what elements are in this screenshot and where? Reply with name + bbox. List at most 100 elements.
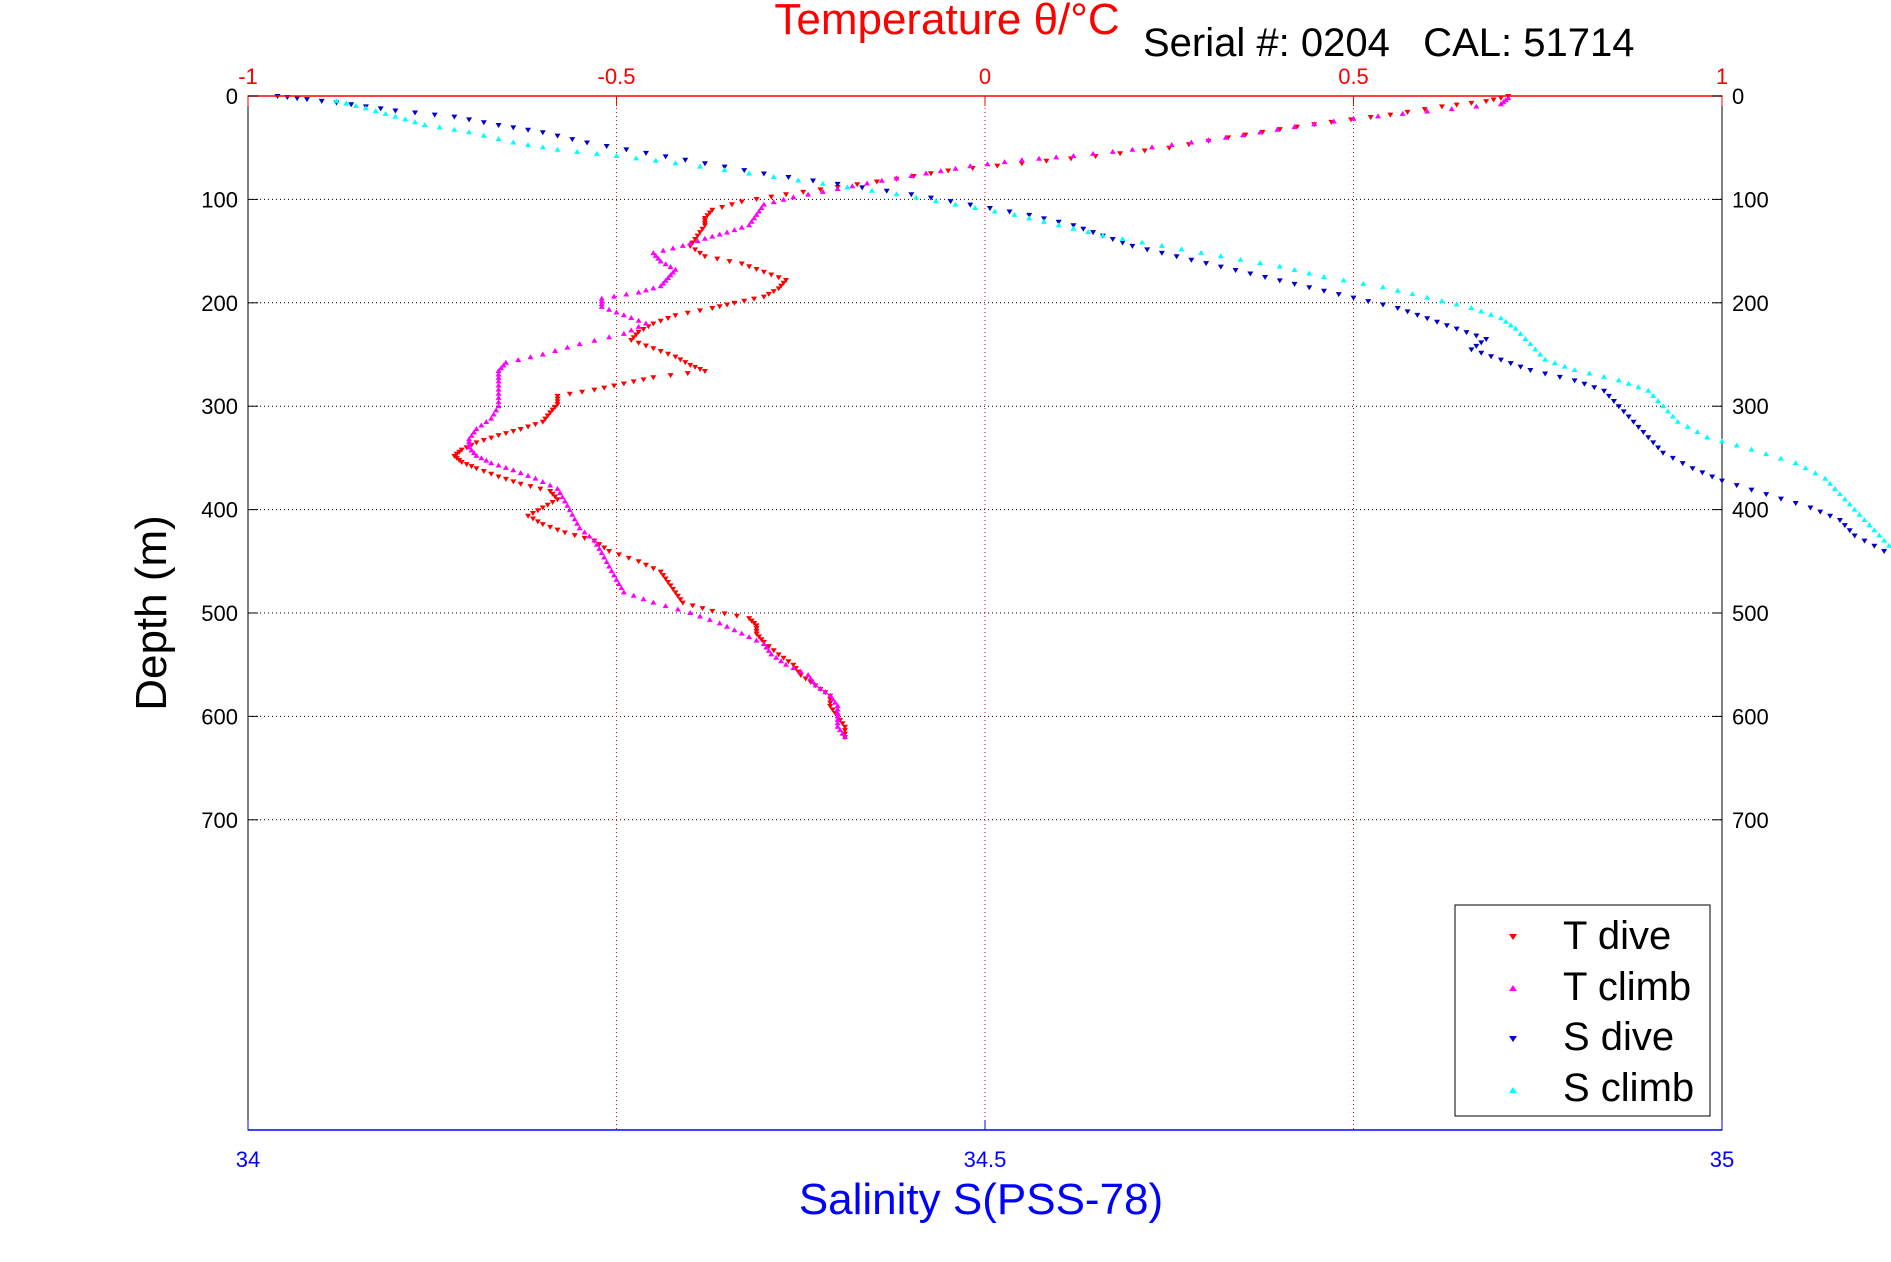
data-point: [738, 224, 745, 230]
data-point: [1650, 392, 1657, 398]
data-point: [1404, 109, 1411, 115]
data-point: [873, 179, 880, 185]
data-point: [640, 377, 647, 383]
data-point: [493, 407, 500, 413]
data-point: [672, 266, 679, 272]
data-point: [1259, 129, 1266, 135]
data-point: [1291, 281, 1298, 287]
data-point: [529, 516, 536, 522]
data-point: [1438, 298, 1445, 304]
data-point: [554, 393, 561, 399]
data-point: [829, 696, 836, 702]
data-point: [1006, 209, 1013, 215]
data-point: [353, 102, 360, 108]
data-point: [412, 119, 419, 125]
legend-marker-t-dive: [1509, 934, 1517, 940]
data-point: [746, 170, 753, 176]
data-point: [780, 196, 787, 202]
data-point: [1748, 487, 1755, 493]
data-point: [768, 194, 775, 200]
data-point: [687, 610, 694, 615]
data-point: [539, 130, 546, 136]
data-point: [660, 247, 667, 253]
data-point: [728, 202, 735, 208]
data-point: [746, 222, 753, 228]
data-point: [495, 474, 502, 480]
data-point: [738, 199, 745, 205]
data-point: [1085, 229, 1092, 235]
data-point: [697, 230, 704, 236]
data-point: [1610, 399, 1617, 405]
data-point: [598, 295, 605, 301]
data-point: [539, 351, 546, 357]
temperature-axis-title: Temperature θ/°C: [774, 0, 1119, 44]
data-point: [721, 611, 728, 617]
data-point: [689, 240, 696, 246]
data-point: [672, 590, 679, 596]
temperature-tick-label: 1: [1716, 64, 1728, 89]
data-point: [834, 716, 841, 722]
data-point: [694, 238, 701, 244]
data-point: [1625, 380, 1632, 386]
data-point: [620, 381, 627, 387]
data-point: [697, 308, 704, 314]
data-point: [937, 168, 944, 174]
data-point: [709, 305, 716, 311]
legend-label-s-climb: S climb: [1563, 1066, 1694, 1110]
data-point: [603, 558, 610, 564]
data-point: [682, 157, 689, 163]
data-point: [753, 623, 760, 629]
data-point: [1871, 543, 1878, 549]
data-point: [510, 429, 517, 435]
data-point: [839, 721, 846, 727]
data-point: [1424, 108, 1431, 114]
data-point: [488, 415, 495, 421]
data-point: [1836, 517, 1843, 523]
data-point: [613, 576, 620, 582]
data-point: [724, 229, 731, 235]
data-point: [500, 362, 507, 368]
data-point: [591, 337, 598, 343]
data-point: [650, 250, 657, 256]
data-point: [682, 360, 689, 366]
data-point: [1421, 107, 1428, 113]
data-point: [692, 247, 699, 253]
data-point: [1605, 393, 1612, 399]
data-point: [1719, 478, 1725, 484]
data-point: [1453, 102, 1460, 108]
grid-lines: [248, 96, 1722, 1130]
data-point: [1881, 548, 1888, 554]
data-point: [1630, 419, 1637, 425]
data-point: [1669, 413, 1676, 419]
data-point: [1660, 450, 1667, 456]
data-point: [662, 261, 669, 267]
data-point: [697, 613, 704, 619]
data-point: [1158, 250, 1165, 256]
data-point: [1866, 522, 1873, 528]
depth-tick-label-right: 700: [1732, 808, 1769, 833]
data-point: [601, 385, 608, 391]
data-point: [1827, 480, 1834, 486]
data-point: [527, 484, 534, 490]
data-point: [451, 114, 458, 120]
data-point: [893, 175, 900, 181]
data-point: [1424, 316, 1431, 322]
data-point: [1468, 347, 1475, 353]
data-point: [652, 157, 659, 163]
data-point: [672, 354, 679, 360]
data-point: [841, 724, 848, 730]
data-point: [606, 334, 613, 340]
data-point: [986, 206, 993, 212]
data-point: [797, 673, 804, 679]
data-point: [660, 280, 667, 286]
data-point: [348, 102, 355, 108]
data-point: [709, 233, 716, 239]
data-point: [623, 291, 630, 297]
data-point: [1601, 388, 1608, 394]
data-point: [753, 626, 760, 632]
data-point: [1861, 516, 1868, 522]
data-point: [1036, 155, 1043, 161]
data-point: [1321, 288, 1328, 294]
data-point: [318, 98, 325, 104]
data-point: [1478, 350, 1485, 356]
